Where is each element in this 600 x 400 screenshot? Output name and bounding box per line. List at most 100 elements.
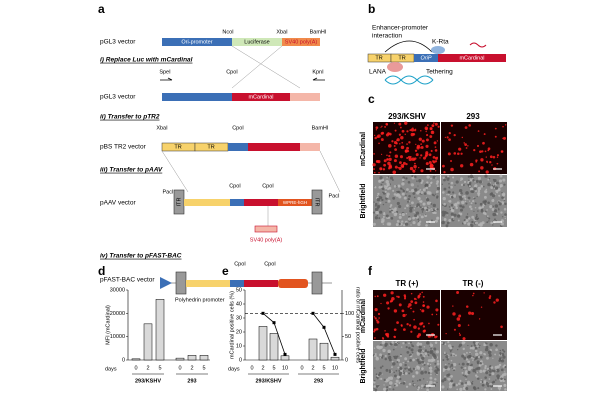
cell xyxy=(504,213,507,216)
cell xyxy=(456,291,460,294)
cell xyxy=(451,215,454,219)
cell xyxy=(381,125,383,128)
cell xyxy=(384,355,387,358)
cell xyxy=(464,366,467,370)
cell xyxy=(424,383,427,386)
feature: SV40 poly(A) xyxy=(250,237,283,243)
cell xyxy=(391,341,394,344)
cell xyxy=(409,190,411,193)
cell xyxy=(487,147,491,151)
cell xyxy=(418,378,422,382)
cell xyxy=(490,366,494,369)
cell xyxy=(386,182,390,187)
cell xyxy=(462,184,465,187)
cell xyxy=(459,379,462,383)
cell xyxy=(453,328,456,331)
cell xyxy=(446,367,450,371)
cell xyxy=(420,169,424,173)
cell xyxy=(403,297,407,300)
cell xyxy=(404,149,408,153)
cell xyxy=(441,385,445,389)
cell xyxy=(485,342,488,345)
cell xyxy=(409,209,413,213)
cell xyxy=(396,201,400,206)
cell xyxy=(477,191,481,196)
cell xyxy=(401,309,405,313)
cell xyxy=(375,373,378,376)
cell xyxy=(382,168,386,171)
cell xyxy=(410,292,413,295)
cell xyxy=(420,143,422,145)
cell xyxy=(408,372,411,375)
cell xyxy=(429,373,432,376)
cell xyxy=(477,217,480,220)
cell xyxy=(393,328,397,332)
cell xyxy=(463,180,467,184)
cell xyxy=(498,363,502,367)
cell xyxy=(486,381,488,384)
cell xyxy=(380,302,382,305)
cell xyxy=(471,383,474,385)
cell xyxy=(480,166,484,170)
cell xyxy=(478,346,480,349)
cell xyxy=(450,363,454,367)
cell xyxy=(396,193,400,197)
cell xyxy=(372,222,376,226)
cell xyxy=(389,151,392,154)
cell xyxy=(452,312,456,316)
cell xyxy=(473,187,477,191)
cell xyxy=(420,154,423,157)
cell xyxy=(504,202,507,206)
cell xyxy=(410,183,415,187)
itr xyxy=(175,271,187,295)
cell xyxy=(401,129,405,133)
cell xyxy=(446,194,448,196)
cell xyxy=(489,204,493,209)
cell xyxy=(461,371,464,374)
cell xyxy=(394,384,396,386)
cell xyxy=(469,162,474,167)
y-tick-label: 20000 xyxy=(110,311,125,317)
cell xyxy=(488,178,491,180)
cell xyxy=(426,201,431,205)
cell xyxy=(483,185,485,188)
cell xyxy=(433,355,437,359)
cell xyxy=(488,373,492,377)
cell xyxy=(389,300,392,303)
cell xyxy=(404,363,407,367)
site: XbaI xyxy=(276,29,288,35)
x-tick-label: 5 xyxy=(322,365,325,371)
cell xyxy=(402,313,406,318)
cell xyxy=(375,327,379,331)
cell xyxy=(498,359,501,363)
cell xyxy=(421,309,425,313)
cell xyxy=(481,205,485,209)
bar xyxy=(187,355,197,361)
cell xyxy=(390,204,393,207)
cell xyxy=(401,192,405,196)
cell xyxy=(477,387,480,390)
cell xyxy=(487,182,491,187)
cell xyxy=(453,194,457,198)
cell xyxy=(378,171,380,174)
cell xyxy=(374,308,378,312)
cell xyxy=(476,377,480,380)
cell xyxy=(447,377,451,381)
cell xyxy=(396,139,398,142)
cell xyxy=(426,341,430,345)
cell xyxy=(388,154,391,158)
cell xyxy=(500,222,504,226)
cell xyxy=(467,360,471,364)
cell xyxy=(485,156,487,158)
cell xyxy=(437,125,440,128)
cell xyxy=(448,218,452,223)
cell xyxy=(462,337,466,341)
cell xyxy=(414,168,417,170)
cell xyxy=(437,323,440,326)
cell xyxy=(479,369,483,374)
cell xyxy=(459,387,463,392)
cell xyxy=(419,214,421,216)
cell xyxy=(461,136,464,139)
cell xyxy=(393,159,397,163)
cell xyxy=(497,377,500,380)
